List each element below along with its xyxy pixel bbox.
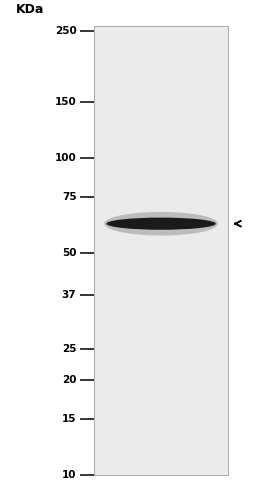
Text: 75: 75 (62, 192, 76, 203)
Text: 20: 20 (62, 375, 76, 385)
Text: 50: 50 (62, 248, 76, 258)
Text: 10: 10 (62, 470, 76, 480)
Bar (94, 26, 228, 475)
Ellipse shape (106, 218, 216, 230)
Text: KDa: KDa (16, 3, 44, 17)
Text: 100: 100 (55, 153, 76, 163)
Ellipse shape (104, 212, 218, 236)
Text: 150: 150 (55, 97, 76, 107)
Text: 25: 25 (62, 344, 76, 354)
Text: 37: 37 (62, 290, 76, 300)
Text: 250: 250 (55, 26, 76, 37)
Text: 15: 15 (62, 414, 76, 425)
